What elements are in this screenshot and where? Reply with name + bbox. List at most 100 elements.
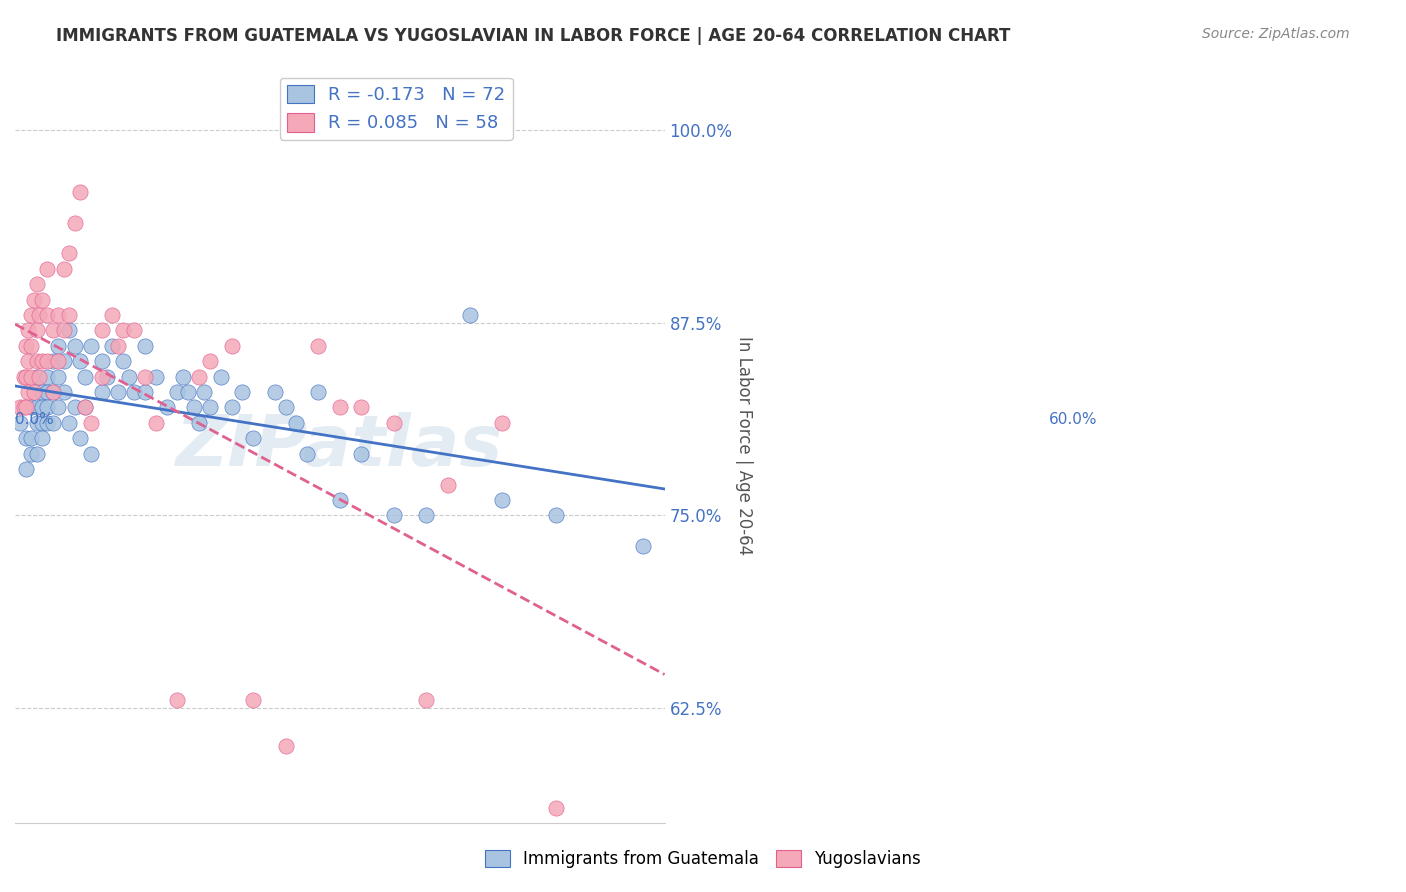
Point	[25, 401, 48, 415]
Point	[63, 401, 86, 415]
Point	[101, 339, 124, 353]
Point	[42, 385, 65, 400]
Point	[17, 323, 39, 337]
Point	[52, 261, 75, 276]
Point	[437, 477, 460, 491]
Point	[166, 693, 188, 707]
Point	[415, 508, 437, 523]
Point	[28, 308, 51, 322]
Point	[122, 385, 145, 400]
Point	[20, 401, 42, 415]
Point	[58, 323, 80, 337]
Legend: R = -0.173   N = 72, R = 0.085   N = 58: R = -0.173 N = 72, R = 0.085 N = 58	[280, 78, 513, 140]
Point	[80, 447, 103, 461]
Point	[24, 293, 46, 307]
Point	[14, 339, 37, 353]
Point	[546, 508, 568, 523]
Point	[112, 354, 135, 368]
Point	[80, 339, 103, 353]
Point	[58, 308, 80, 322]
Point	[134, 339, 156, 353]
Point	[172, 369, 194, 384]
Point	[20, 339, 42, 353]
Point	[20, 431, 42, 445]
Point	[25, 369, 48, 384]
Point	[274, 401, 297, 415]
Point	[63, 339, 86, 353]
Point	[31, 431, 53, 445]
Point	[198, 401, 221, 415]
Point	[31, 354, 53, 368]
Text: 60.0%: 60.0%	[1049, 412, 1098, 427]
Point	[69, 431, 91, 445]
Point	[458, 308, 481, 322]
Point	[17, 354, 39, 368]
Point	[37, 401, 59, 415]
Point	[14, 401, 37, 415]
Point	[263, 385, 285, 400]
Point	[46, 401, 69, 415]
Point	[25, 416, 48, 430]
Point	[37, 416, 59, 430]
Point	[69, 354, 91, 368]
Point	[221, 401, 243, 415]
Point	[107, 385, 129, 400]
Point	[90, 369, 112, 384]
Point	[25, 277, 48, 292]
Point	[25, 354, 48, 368]
Point	[307, 385, 329, 400]
Point	[63, 216, 86, 230]
Point	[145, 416, 167, 430]
Point	[242, 693, 264, 707]
Point	[188, 369, 211, 384]
Point	[42, 323, 65, 337]
Point	[52, 323, 75, 337]
Point	[42, 416, 65, 430]
Point	[31, 416, 53, 430]
Text: IMMIGRANTS FROM GUATEMALA VS YUGOSLAVIAN IN LABOR FORCE | AGE 20-64 CORRELATION : IMMIGRANTS FROM GUATEMALA VS YUGOSLAVIAN…	[56, 27, 1011, 45]
Point	[14, 369, 37, 384]
Point	[20, 308, 42, 322]
Point	[46, 339, 69, 353]
Point	[112, 323, 135, 337]
Point	[75, 369, 97, 384]
Point	[134, 385, 156, 400]
Point	[134, 369, 156, 384]
Point	[80, 416, 103, 430]
Point	[166, 385, 188, 400]
Point	[297, 447, 319, 461]
Point	[37, 369, 59, 384]
Point	[52, 354, 75, 368]
Point	[31, 401, 53, 415]
Point	[10, 401, 32, 415]
Point	[37, 354, 59, 368]
Point	[145, 369, 167, 384]
Point	[31, 385, 53, 400]
Point	[13, 401, 35, 415]
Point	[274, 739, 297, 754]
Point	[231, 385, 253, 400]
Point	[42, 354, 65, 368]
Point	[285, 416, 308, 430]
Point	[329, 492, 352, 507]
Point	[155, 401, 177, 415]
Point	[42, 385, 65, 400]
Point	[69, 185, 91, 199]
Point	[183, 401, 205, 415]
Point	[491, 492, 513, 507]
Point	[118, 369, 141, 384]
Point	[122, 323, 145, 337]
Point	[14, 462, 37, 476]
Point	[209, 369, 232, 384]
Point	[46, 308, 69, 322]
Y-axis label: In Labor Force | Age 20-64: In Labor Force | Age 20-64	[735, 336, 754, 556]
Point	[631, 539, 654, 553]
Point	[14, 431, 37, 445]
Point	[75, 401, 97, 415]
Point	[46, 369, 69, 384]
Legend: Immigrants from Guatemala, Yugoslavians: Immigrants from Guatemala, Yugoslavians	[478, 843, 928, 875]
Point	[20, 369, 42, 384]
Point	[546, 801, 568, 815]
Point	[221, 339, 243, 353]
Point	[31, 293, 53, 307]
